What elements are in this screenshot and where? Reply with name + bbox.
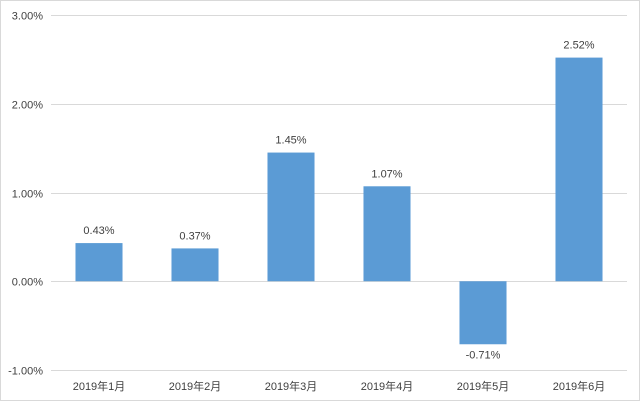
gridlines (51, 15, 627, 371)
x-tick-label: 2019年5月 (457, 379, 510, 393)
bar (555, 57, 603, 282)
x-tick-label: 2019年3月 (265, 379, 318, 393)
bars (75, 57, 603, 345)
bar (459, 281, 507, 345)
y-tick-label: -1.00% (8, 366, 43, 378)
data-labels: 0.43% 0.37% 1.45% 1.07% -0.71% 2.52% (83, 40, 594, 362)
y-tick-label: 1.00% (12, 189, 43, 201)
data-label: -0.71% (466, 349, 501, 361)
data-label: 1.45% (275, 135, 306, 147)
y-axis-ticks: 3.00% 2.00% 1.00% 0.00% -1.00% (8, 11, 43, 378)
data-label: 0.43% (83, 225, 114, 237)
x-tick-label: 2019年4月 (361, 379, 414, 393)
data-label: 1.07% (371, 168, 402, 180)
bar (363, 186, 411, 282)
bar (171, 248, 219, 282)
y-tick-label: 3.00% (12, 11, 43, 23)
bar (75, 243, 123, 282)
data-label: 0.37% (179, 230, 210, 242)
y-tick-label: 2.00% (12, 100, 43, 112)
x-tick-label: 2019年6月 (553, 379, 606, 393)
y-tick-label: 0.00% (12, 277, 43, 289)
x-tick-label: 2019年2月 (169, 379, 222, 393)
bar (267, 152, 315, 282)
data-label: 2.52% (563, 40, 594, 52)
x-axis-ticks: 2019年1月 2019年2月 2019年3月 2019年4月 2019年5月 2019年… (73, 379, 606, 393)
x-tick-label: 2019年1月 (73, 379, 126, 393)
